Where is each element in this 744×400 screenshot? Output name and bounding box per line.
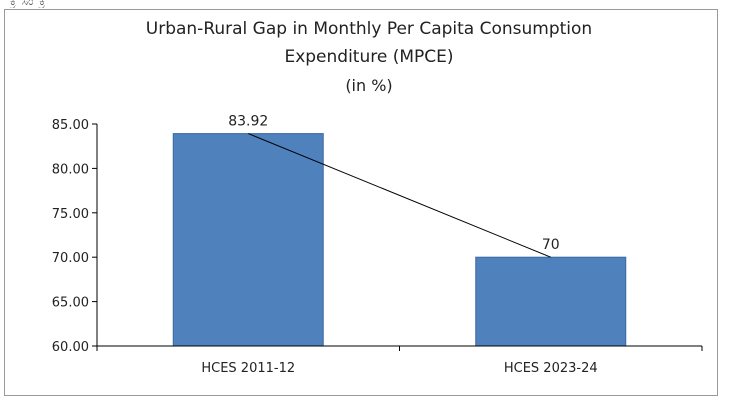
x-tick-label-0: HCES 2011-12 (201, 361, 295, 376)
x-tick-label-1: HCES 2023-24 (504, 361, 598, 376)
y-tick-label-1: 65.00 (52, 296, 89, 311)
y-tick-label-4: 80.00 (52, 162, 89, 177)
bar-0 (172, 133, 324, 347)
y-tick-label-5: 85.00 (52, 118, 89, 133)
y-tick-label-0: 60.00 (52, 340, 89, 355)
chart-svg: Urban-Rural Gap in Monthly Per Capita Co… (52, 19, 703, 376)
cropped-header-text: ಕ್ರ ಸಂ ಕ್ರ (10, 0, 47, 8)
data-label-1: 70 (542, 237, 560, 253)
y-tick-label-2: 70.00 (52, 251, 89, 266)
plot-area: 83.92 HCES 2011-12 70 HCES 2023-24 60.00 65.0… (52, 114, 703, 376)
chart-title-line-1: Urban-Rural Gap in Monthly Per Capita Co… (146, 19, 592, 39)
chart-title-line-2: Expenditure (MPCE) (284, 47, 453, 67)
chart-subtitle: (in %) (345, 76, 392, 95)
bar-1 (475, 256, 627, 347)
trend-line-segment-0 (248, 133, 551, 258)
chart-frame: Urban-Rural Gap in Monthly Per Capita Co… (4, 9, 718, 396)
y-tick-label-3: 75.00 (52, 207, 89, 222)
data-label-0: 83.92 (228, 114, 268, 130)
